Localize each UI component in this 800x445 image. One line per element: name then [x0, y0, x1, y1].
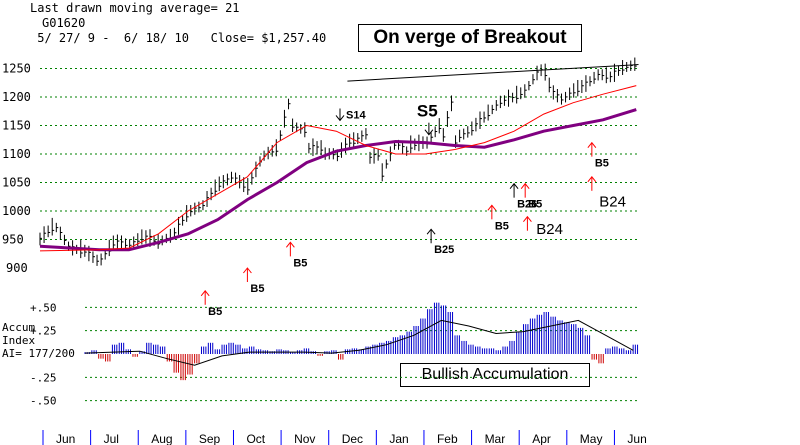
signal-label: B5: [208, 306, 222, 318]
signal-label-large: B24: [599, 193, 626, 210]
signal-label: B5: [293, 257, 307, 269]
signal-label: B5: [528, 199, 542, 211]
date-range-close: 5/ 27/ 9 - 6/ 18/ 10 Close= $1,257.40: [30, 31, 327, 45]
accum-tick-label: -.25: [30, 371, 57, 384]
long-moving-average-line: [39, 108, 637, 252]
sell-signal-arrow-head: [424, 129, 434, 136]
month-label: Jun: [627, 432, 646, 445]
signal-label-large: B24: [536, 221, 563, 238]
month-label: Apr: [532, 432, 551, 445]
accumulation-box: Bullish Accumulation: [400, 363, 590, 387]
buy-signal-arrow-head: [426, 228, 436, 235]
month-label: Mar: [485, 432, 506, 445]
accum-ma-line: [84, 319, 634, 366]
signal-label: B5: [495, 220, 509, 232]
signal-label: B5: [595, 158, 609, 170]
month-label: Sep: [199, 432, 221, 445]
accum-label-line1: Accum: [2, 321, 36, 334]
price-tick-label-partial: 900: [6, 261, 28, 275]
buy-signal-arrow-head: [487, 204, 497, 211]
buy-signal-arrow-head: [243, 267, 252, 274]
price-tick-label: 1150: [2, 119, 31, 133]
buy-signal-arrow-head: [587, 176, 597, 183]
signal-label: B5: [250, 283, 264, 295]
price-tick-label: 1050: [2, 176, 31, 190]
price-tick-label: 1000: [2, 204, 31, 218]
month-label: Jun: [56, 432, 75, 445]
buy-signal-arrow-head: [587, 141, 597, 148]
sell-signal-arrow-head: [335, 115, 345, 122]
price-tick-label: 1250: [2, 62, 31, 76]
signal-label: B26: [517, 199, 537, 211]
month-label: May: [580, 432, 603, 445]
ma-caption: Last drawn moving average= 21: [30, 1, 240, 15]
buy-signal-arrow-head: [200, 289, 210, 297]
month-label: Feb: [437, 432, 458, 445]
price-tick-label: 1100: [2, 147, 31, 161]
ticker-code: G01620: [42, 16, 86, 30]
buy-signal-arrow-head: [285, 241, 295, 248]
accum-tick-label: -.50: [30, 395, 57, 408]
month-label: Nov: [294, 432, 315, 445]
price-tick-label: 1200: [2, 90, 31, 104]
month-label: Jan: [389, 432, 408, 445]
month-label: Jul: [104, 432, 119, 445]
month-label: Oct: [246, 432, 265, 445]
resistance-trendline: [347, 64, 639, 82]
signal-label: B25: [434, 244, 454, 256]
signal-label: S5: [417, 102, 438, 121]
title-box: On verge of Breakout: [358, 24, 582, 52]
accum-tick-label: +.50: [30, 301, 57, 314]
buy-signal-arrow-head: [520, 182, 530, 189]
buy-signal-arrow-head: [523, 215, 532, 223]
accum-label-line3: AI= 177/200: [2, 347, 75, 360]
signal-label: S14: [346, 109, 366, 121]
price-tick-label: 950: [2, 233, 24, 247]
buy-signal-arrow-head: [509, 182, 519, 189]
month-label: Aug: [151, 432, 172, 445]
ma21-line: [39, 85, 637, 252]
accum-tick-label: +.25: [30, 325, 57, 338]
accum-label-line2: Index: [2, 334, 36, 347]
month-label: Dec: [342, 432, 363, 445]
